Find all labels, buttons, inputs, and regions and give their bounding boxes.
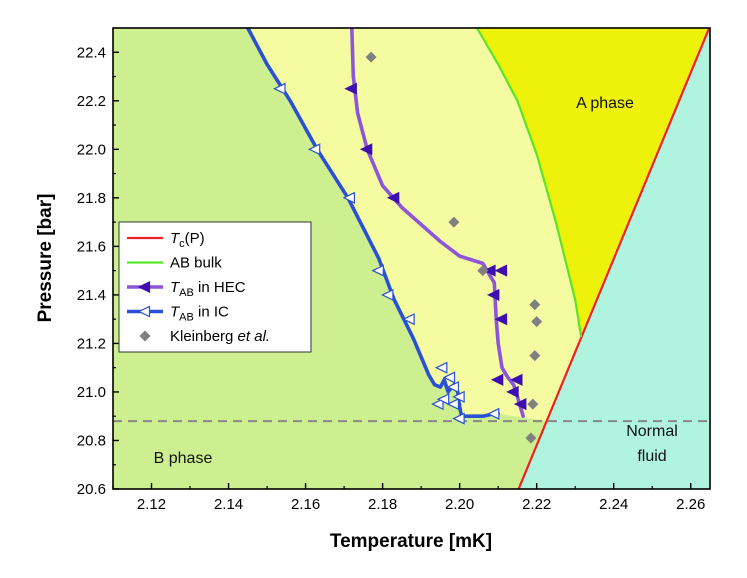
legend-marker bbox=[139, 330, 151, 342]
ic-marker bbox=[431, 398, 444, 411]
hec-marker bbox=[486, 288, 500, 301]
legend-label: Kleinberg et al. bbox=[170, 328, 270, 345]
legend-label-main: T bbox=[170, 279, 181, 296]
fluid-label: fluid bbox=[637, 448, 666, 465]
hec-marker bbox=[490, 373, 504, 386]
plot-frame bbox=[112, 27, 711, 490]
x-tick-label: 2.20 bbox=[445, 496, 474, 513]
legend-label-italic: et al. bbox=[238, 328, 271, 345]
kleinberg-marker bbox=[448, 216, 460, 228]
ic-marker bbox=[486, 407, 500, 420]
hec-marker bbox=[344, 82, 357, 95]
normal-label: Normal bbox=[626, 423, 678, 440]
region-labels: A phase B phase Normal fluid bbox=[154, 95, 678, 467]
y-tick-label: 21.4 bbox=[77, 287, 106, 304]
ic-marker bbox=[402, 313, 415, 326]
y-tick-label: 21.0 bbox=[77, 384, 106, 401]
kleinberg-marker bbox=[531, 316, 543, 328]
y-tick-label: 20.6 bbox=[77, 481, 106, 498]
hec-marker bbox=[513, 398, 527, 411]
kleinberg-marker bbox=[529, 350, 541, 362]
ic-marker bbox=[381, 288, 394, 301]
legend-marker bbox=[137, 280, 151, 294]
legend-label-sub: AB bbox=[179, 312, 194, 324]
hec-marker bbox=[506, 385, 519, 398]
y-tick-label: 22.0 bbox=[77, 141, 106, 158]
ic-marker bbox=[342, 191, 355, 204]
hec-marker bbox=[494, 313, 508, 326]
hec-marker bbox=[510, 373, 523, 386]
hec-marker bbox=[359, 143, 373, 156]
y-axis-label: Pressure [bar] bbox=[35, 194, 56, 323]
legend-label-suffix: (P) bbox=[185, 230, 205, 247]
ic-marker bbox=[446, 381, 459, 394]
series-markers bbox=[273, 51, 543, 444]
kleinberg-marker bbox=[525, 432, 537, 444]
legend-label-main: T bbox=[170, 304, 181, 321]
axis-ticks: 2.12 2.14 2.16 2.18 2.20 2.22 2.24 2.26 20.6 20.8… bbox=[77, 44, 706, 513]
ic-marker bbox=[452, 412, 465, 425]
x-tick-label: 2.22 bbox=[522, 496, 551, 513]
ic-marker bbox=[307, 143, 321, 156]
series-line-tc-p- bbox=[517, 28, 710, 489]
a-phase-label: A phase bbox=[576, 95, 634, 112]
ic-marker bbox=[442, 371, 456, 384]
legend-label-main: T bbox=[170, 230, 181, 247]
legend-marker bbox=[137, 305, 151, 318]
x-tick-label: 2.26 bbox=[676, 496, 705, 513]
series-line-tab-in-hec bbox=[349, 28, 526, 419]
kleinberg-marker bbox=[529, 299, 541, 311]
y-tick-label: 22.2 bbox=[77, 93, 106, 110]
x-tick-label: 2.24 bbox=[599, 496, 628, 513]
legend-label: TAB in IC bbox=[170, 304, 229, 324]
ic-marker bbox=[436, 393, 450, 406]
y-tick-label: 20.8 bbox=[77, 432, 106, 449]
ic-marker bbox=[273, 82, 286, 95]
x-tick-label: 2.14 bbox=[214, 496, 243, 513]
kleinberg-marker bbox=[477, 265, 489, 277]
x-tick-label: 2.16 bbox=[291, 496, 320, 513]
x-tick-label: 2.18 bbox=[368, 496, 397, 513]
legend-label: TAB in HEC bbox=[170, 279, 246, 299]
legend-label: AB bulk bbox=[170, 255, 222, 272]
ic-marker bbox=[434, 361, 448, 374]
kleinberg-marker bbox=[365, 51, 377, 63]
legend-label-sub: AB bbox=[179, 287, 194, 299]
a-phase-region bbox=[477, 28, 710, 337]
legend-label-suffix: in IC bbox=[194, 304, 229, 321]
series-line-ab-bulk bbox=[475, 28, 583, 338]
hec-marker bbox=[494, 264, 508, 277]
legend-label-main: AB bulk bbox=[170, 255, 222, 272]
x-axis-label: Temperature [mK] bbox=[330, 531, 492, 552]
ic-marker bbox=[446, 398, 459, 411]
legend-label: Tc(P) bbox=[170, 230, 205, 250]
kleinberg-marker bbox=[527, 398, 539, 410]
y-tick-label: 22.4 bbox=[77, 44, 106, 61]
hec-marker bbox=[386, 191, 400, 204]
ic-marker bbox=[371, 264, 384, 277]
y-tick-label: 21.2 bbox=[77, 335, 106, 352]
legend-label-suffix: in HEC bbox=[194, 279, 246, 296]
x-tick-label: 2.12 bbox=[137, 496, 166, 513]
y-tick-label: 21.6 bbox=[77, 238, 106, 255]
legend-label-sub: c bbox=[179, 238, 185, 250]
ic-marker bbox=[452, 390, 465, 403]
b-phase-label: B phase bbox=[154, 450, 213, 467]
legend-label-main: Kleinberg bbox=[170, 328, 238, 345]
y-tick-label: 21.8 bbox=[77, 190, 106, 207]
